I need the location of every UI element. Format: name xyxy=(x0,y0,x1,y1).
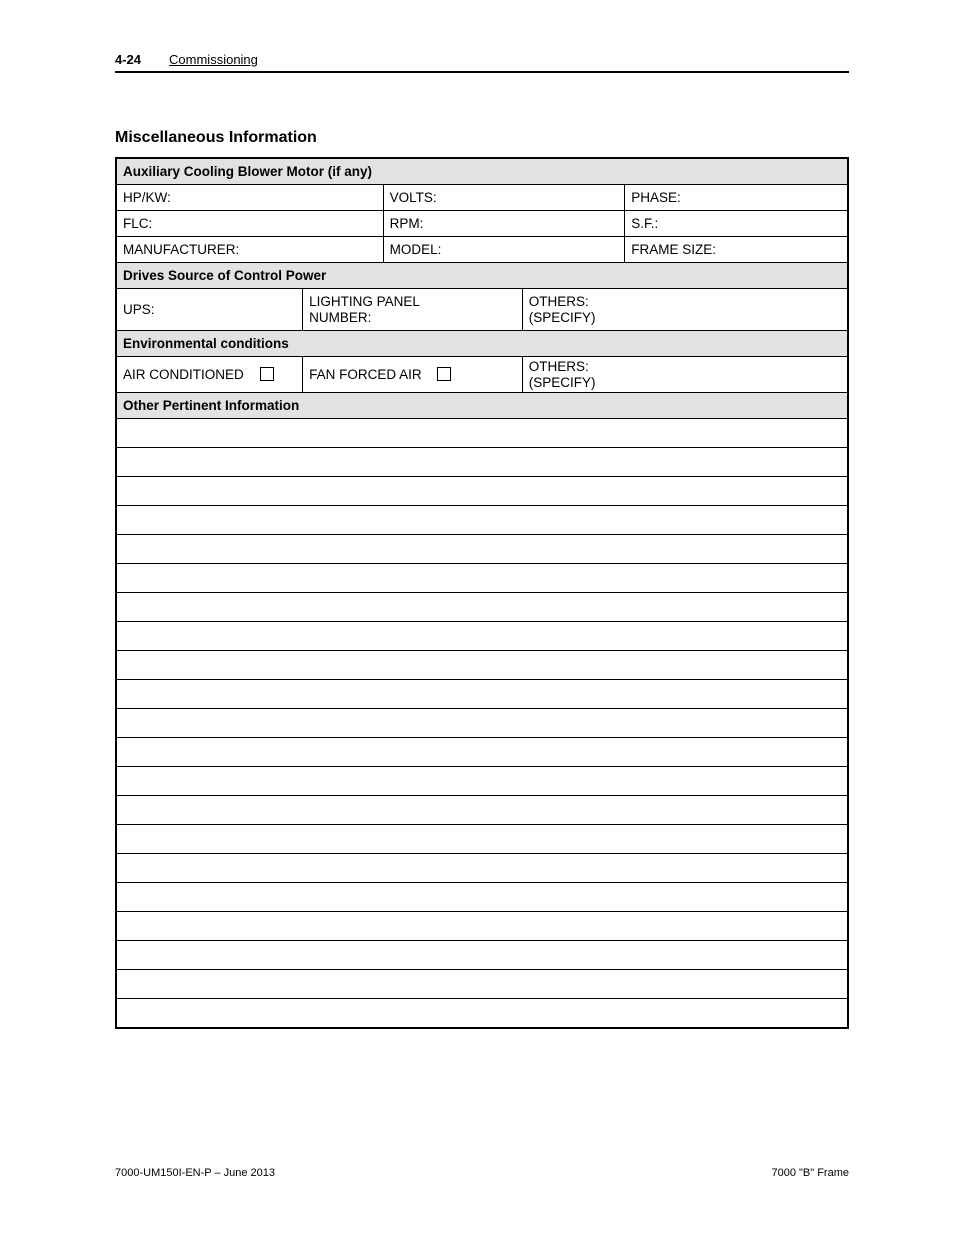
air-conditioned-checkbox[interactable] xyxy=(260,367,274,381)
other-info-header: Other Pertinent Information xyxy=(116,393,848,419)
model-cell[interactable]: MODEL: xyxy=(383,237,625,263)
lighting-panel-line2: NUMBER: xyxy=(309,310,371,325)
phase-cell[interactable]: PHASE: xyxy=(625,185,848,211)
air-conditioned-cell[interactable]: AIR CONDITIONED xyxy=(116,357,303,393)
blank-cell[interactable] xyxy=(116,651,848,680)
blank-row[interactable] xyxy=(116,912,848,941)
blank-cell[interactable] xyxy=(116,767,848,796)
blank-row[interactable] xyxy=(116,883,848,912)
blank-cell[interactable] xyxy=(116,477,848,506)
env-others-line2: (SPECIFY) xyxy=(529,375,596,390)
sf-cell[interactable]: S.F.: xyxy=(625,211,848,237)
blank-row[interactable] xyxy=(116,825,848,854)
blank-cell[interactable] xyxy=(116,419,848,448)
lighting-panel-cell[interactable]: LIGHTING PANEL NUMBER: xyxy=(303,289,523,331)
blank-row[interactable] xyxy=(116,970,848,999)
blank-cell[interactable] xyxy=(116,564,848,593)
header-section: Commissioning xyxy=(169,52,258,67)
env-header: Environmental conditions xyxy=(116,331,848,357)
blank-cell[interactable] xyxy=(116,912,848,941)
env-others-cell[interactable]: OTHERS: (SPECIFY) xyxy=(522,357,848,393)
blank-cell[interactable] xyxy=(116,709,848,738)
page-number: 4-24 xyxy=(115,52,141,67)
blank-row[interactable] xyxy=(116,593,848,622)
blank-row[interactable] xyxy=(116,535,848,564)
rpm-cell[interactable]: RPM: xyxy=(383,211,625,237)
blank-row[interactable] xyxy=(116,999,848,1028)
footer-left: 7000-UM150I-EN-P – June 2013 xyxy=(115,1167,275,1179)
blank-row[interactable] xyxy=(116,941,848,970)
misc-info-table: Auxiliary Cooling Blower Motor (if any) … xyxy=(115,157,849,1029)
blank-cell[interactable] xyxy=(116,506,848,535)
frame-size-cell[interactable]: FRAME SIZE: xyxy=(625,237,848,263)
control-others-line1: OTHERS: xyxy=(529,294,589,309)
blank-row[interactable] xyxy=(116,564,848,593)
blank-row[interactable] xyxy=(116,796,848,825)
blank-cell[interactable] xyxy=(116,622,848,651)
blank-cell[interactable] xyxy=(116,680,848,709)
flc-cell[interactable]: FLC: xyxy=(116,211,383,237)
blank-cell[interactable] xyxy=(116,535,848,564)
control-others-line2: (SPECIFY) xyxy=(529,310,596,325)
hp-kw-cell[interactable]: HP/KW: xyxy=(116,185,383,211)
blank-cell[interactable] xyxy=(116,593,848,622)
blank-row[interactable] xyxy=(116,448,848,477)
blank-cell[interactable] xyxy=(116,448,848,477)
blank-row[interactable] xyxy=(116,622,848,651)
blank-row[interactable] xyxy=(116,854,848,883)
blank-cell[interactable] xyxy=(116,999,848,1028)
fan-forced-label: FAN FORCED AIR xyxy=(309,367,422,382)
blank-row[interactable] xyxy=(116,738,848,767)
blank-cell[interactable] xyxy=(116,825,848,854)
footer-right: 7000 "B" Frame xyxy=(771,1167,849,1179)
blank-row[interactable] xyxy=(116,767,848,796)
blank-cell[interactable] xyxy=(116,796,848,825)
blank-rows-body xyxy=(116,419,848,1028)
page-header: 4-24 Commissioning xyxy=(115,52,849,73)
manufacturer-cell[interactable]: MANUFACTURER: xyxy=(116,237,383,263)
volts-cell[interactable]: VOLTS: xyxy=(383,185,625,211)
section-title: Miscellaneous Information xyxy=(115,129,849,147)
fan-forced-cell[interactable]: FAN FORCED AIR xyxy=(303,357,523,393)
blank-row[interactable] xyxy=(116,680,848,709)
air-conditioned-label: AIR CONDITIONED xyxy=(123,367,244,382)
ups-cell[interactable]: UPS: xyxy=(116,289,303,331)
page-footer: 7000-UM150I-EN-P – June 2013 7000 "B" Fr… xyxy=(115,1167,849,1179)
lighting-panel-line1: LIGHTING PANEL xyxy=(309,294,420,309)
blank-cell[interactable] xyxy=(116,883,848,912)
control-power-header: Drives Source of Control Power xyxy=(116,263,848,289)
blank-row[interactable] xyxy=(116,419,848,448)
aux-blower-header: Auxiliary Cooling Blower Motor (if any) xyxy=(116,158,848,185)
blank-row[interactable] xyxy=(116,709,848,738)
control-others-cell[interactable]: OTHERS: (SPECIFY) xyxy=(522,289,848,331)
blank-row[interactable] xyxy=(116,506,848,535)
fan-forced-checkbox[interactable] xyxy=(437,367,451,381)
blank-cell[interactable] xyxy=(116,738,848,767)
env-others-line1: OTHERS: xyxy=(529,359,589,374)
document-page: 4-24 Commissioning Miscellaneous Informa… xyxy=(0,0,954,1235)
blank-row[interactable] xyxy=(116,477,848,506)
blank-cell[interactable] xyxy=(116,970,848,999)
blank-cell[interactable] xyxy=(116,854,848,883)
blank-cell[interactable] xyxy=(116,941,848,970)
blank-row[interactable] xyxy=(116,651,848,680)
